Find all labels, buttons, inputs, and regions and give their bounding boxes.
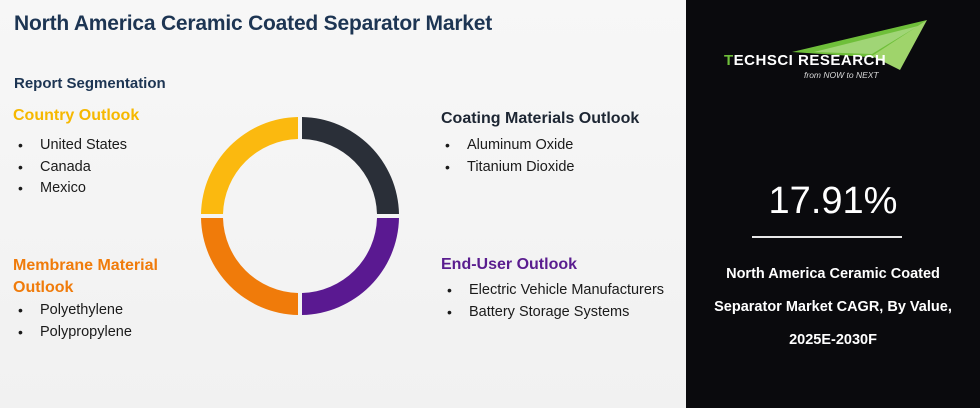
country-outlook-list: United States Canada Mexico: [14, 135, 127, 200]
donut-segment-bottom-left: [201, 218, 298, 315]
cagr-caption-line-2: Separator Market CAGR, By Value,: [714, 299, 952, 315]
list-item: Mexico: [14, 178, 127, 200]
segmentation-donut: [201, 117, 399, 315]
end-user-outlook-list: Electric Vehicle Manufacturers Battery S…: [443, 280, 673, 323]
list-item: Titanium Dioxide: [441, 157, 574, 179]
list-item: Aluminum Oxide: [441, 135, 574, 157]
cagr-value: 17.91%: [768, 180, 898, 222]
page-title: North America Ceramic Coated Separator M…: [14, 12, 493, 35]
membrane-material-outlook-title: Membrane Material Outlook: [13, 255, 158, 299]
techsci-logo-swoosh-icon: [792, 20, 927, 70]
brand-name: TECHSCI RESEARCH: [724, 52, 886, 69]
membrane-title-line-2: Outlook: [13, 279, 74, 296]
donut-segment-bottom-right: [302, 218, 399, 315]
infographic-right-panel: [686, 0, 980, 408]
list-item: Canada: [14, 157, 127, 179]
membrane-material-outlook-list: Polyethylene Polypropylene: [14, 300, 132, 343]
brand-name-rest: ECHSCI RESEARCH: [733, 52, 887, 69]
brand-name-prefix: T: [724, 52, 734, 69]
end-user-outlook-title: End-User Outlook: [441, 256, 578, 273]
list-item: Battery Storage Systems: [443, 302, 673, 324]
membrane-title-line-1: Membrane Material: [13, 257, 158, 274]
cagr-caption-line-1: North America Ceramic Coated: [726, 266, 940, 282]
coating-materials-outlook-list: Aluminum Oxide Titanium Dioxide: [441, 135, 574, 178]
coating-materials-outlook-title: Coating Materials Outlook: [441, 110, 640, 127]
brand-tagline: from NOW to NEXT: [804, 70, 879, 80]
country-outlook-title: Country Outlook: [13, 107, 140, 124]
list-item: Polypropylene: [14, 322, 132, 344]
list-item: Polyethylene: [14, 300, 132, 322]
report-segmentation-heading: Report Segmentation: [14, 75, 166, 92]
list-item: Electric Vehicle Manufacturers: [443, 280, 673, 302]
donut-segment-top-right: [302, 117, 399, 214]
list-item: United States: [14, 135, 127, 157]
donut-segment-top-left: [201, 117, 298, 214]
cagr-divider: [752, 236, 902, 238]
cagr-caption-line-3: 2025E-2030F: [789, 332, 877, 348]
cagr-caption: North America Ceramic Coated Separator M…: [686, 258, 980, 357]
